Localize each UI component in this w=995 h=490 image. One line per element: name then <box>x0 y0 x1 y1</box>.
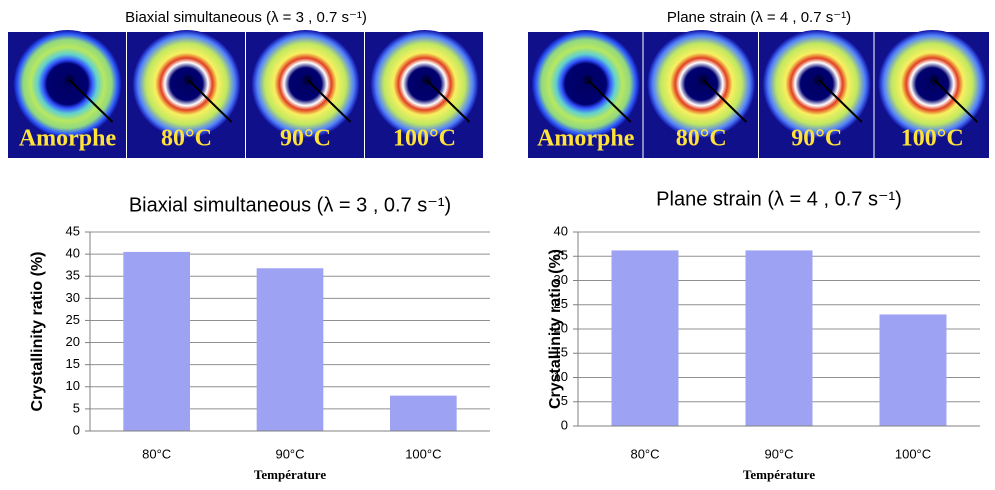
bar <box>390 395 457 431</box>
y-tick-label: 10 <box>554 369 568 384</box>
y-axis-label: Crystallinity ratio (%) <box>547 249 564 409</box>
bar <box>611 250 679 426</box>
x-tick-label: 80°C <box>630 446 659 461</box>
y-tick-label: 40 <box>554 223 568 238</box>
y-tick-label: 5 <box>73 400 80 415</box>
y-tick-label: 30 <box>554 272 568 287</box>
chart-title: Plane strain (λ = 4 , 0.7 s⁻¹) <box>656 188 902 210</box>
beam-arm <box>933 79 978 123</box>
beam-arm <box>187 79 233 123</box>
bar <box>256 268 324 431</box>
image-title: Plane strain (λ = 4 , 0.7 s⁻¹) <box>667 9 851 26</box>
y-tick-label: 25 <box>554 296 568 311</box>
x-tick-label: 80°C <box>142 446 171 461</box>
y-axis-label: Crystallinity ratio (%) <box>29 251 46 411</box>
image-label: 100°C <box>901 126 964 152</box>
y-tick-label: 40 <box>66 246 80 261</box>
image-label: Amorphe <box>537 126 635 152</box>
bar <box>879 314 947 426</box>
bar <box>123 251 190 431</box>
image-label: Amorphe <box>19 126 117 152</box>
chart-title: Biaxial simultaneous (λ = 3 , 0.7 s⁻¹) <box>129 194 451 216</box>
y-tick-label: 30 <box>66 290 80 305</box>
x-axis-label: Température <box>254 467 326 482</box>
image-label: 80°C <box>676 126 727 152</box>
x-tick-label: 100°C <box>895 446 931 461</box>
y-tick-label: 15 <box>554 345 568 360</box>
x-tick-label: 90°C <box>275 446 304 461</box>
x-tick-label: 90°C <box>764 446 793 461</box>
y-tick-label: 10 <box>66 378 80 393</box>
beam-arm <box>702 79 747 123</box>
y-tick-label: 20 <box>66 334 80 349</box>
beam-arm <box>587 79 632 123</box>
y-tick-label: 35 <box>66 268 80 283</box>
x-tick-label: 100°C <box>405 446 441 461</box>
beam-arm <box>68 79 114 123</box>
image-label: 90°C <box>280 126 331 152</box>
bar <box>745 250 813 426</box>
y-tick-label: 20 <box>554 320 568 335</box>
beam-arm <box>306 79 352 123</box>
y-tick-label: 45 <box>66 223 80 238</box>
y-tick-label: 5 <box>561 393 568 408</box>
x-axis-label: Température <box>743 467 815 482</box>
y-tick-label: 0 <box>561 417 568 432</box>
beam-arm <box>818 79 863 123</box>
image-label: 80°C <box>161 126 212 152</box>
image-label: 100°C <box>393 126 456 152</box>
image-title: Biaxial simultaneous (λ = 3 , 0.7 s⁻¹) <box>125 9 367 26</box>
y-tick-label: 15 <box>66 356 80 371</box>
y-tick-label: 35 <box>554 248 568 263</box>
y-tick-label: 25 <box>66 312 80 327</box>
beam-arm <box>425 79 471 123</box>
y-tick-label: 0 <box>73 422 80 437</box>
image-label: 90°C <box>791 126 842 152</box>
